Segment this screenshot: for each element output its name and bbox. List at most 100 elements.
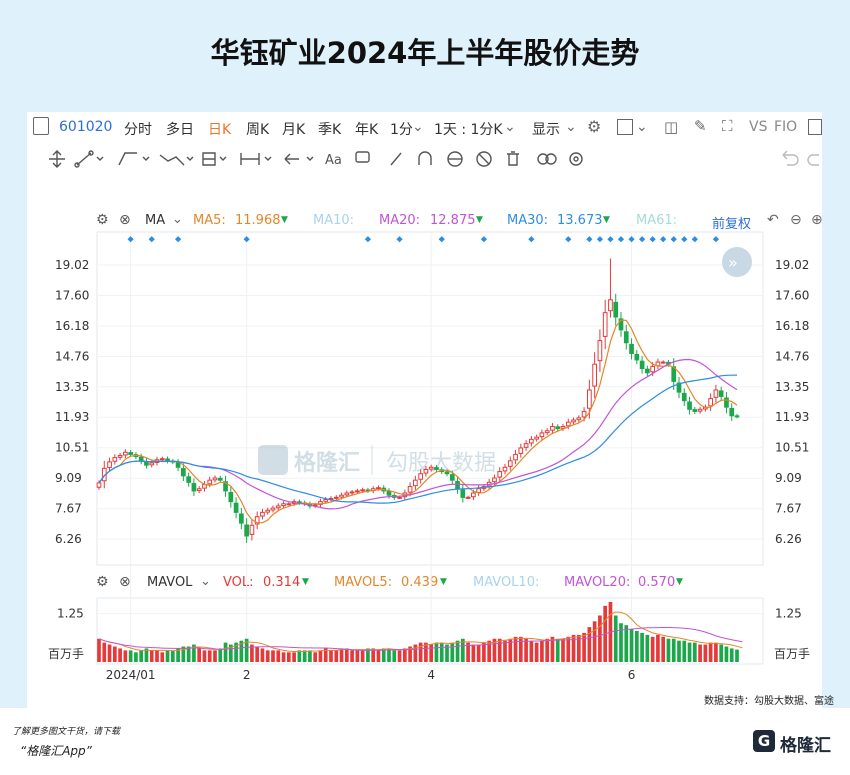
double-chevron-right-icon[interactable]: » [728, 253, 738, 272]
mavol-label[interactable]: MAVOL [147, 575, 193, 590]
ma-label[interactable]: MA [145, 213, 166, 228]
chart-type-icon[interactable] [617, 119, 633, 135]
text-tool-icon[interactable]: Aa [325, 153, 342, 168]
volume-bar [613, 615, 618, 662]
volume-bar [218, 648, 223, 662]
display-select[interactable]: 显示 [532, 122, 560, 138]
tab-year-k[interactable]: 年K [355, 122, 379, 138]
redo-icon[interactable] [807, 154, 819, 166]
trash-icon[interactable] [507, 151, 519, 166]
ray-tool-icon[interactable] [118, 152, 150, 166]
drawing-settings-icon[interactable] [569, 152, 583, 166]
tab-day-k[interactable]: 日K [208, 122, 232, 138]
candle-body [676, 382, 682, 393]
chevron-down-icon[interactable]: ⌄ [172, 212, 183, 227]
candle-body [281, 503, 286, 507]
volume-bar [545, 638, 550, 662]
hide-drawing-icon[interactable] [476, 151, 492, 167]
volume-bar [366, 648, 370, 662]
panel-toggle-icon[interactable] [808, 119, 822, 135]
f10-button[interactable]: FIO [774, 119, 798, 135]
arrow-tool-icon[interactable] [284, 153, 314, 165]
fib-tool-icon[interactable] [202, 152, 227, 166]
candle-body [344, 492, 350, 496]
event-marker-icon [148, 236, 155, 243]
candle-body [502, 466, 508, 472]
indicator-close-icon[interactable]: ⊗ [119, 212, 131, 228]
pencil-icon[interactable]: ✎ [694, 117, 707, 135]
candle-body [492, 477, 497, 483]
candle-body [386, 491, 392, 496]
volume-bar [714, 642, 718, 662]
ma30-line [98, 374, 738, 504]
volume-bar [302, 650, 307, 662]
zoom-in-icon[interactable]: ⊕ [811, 212, 823, 228]
candle-body [376, 487, 381, 490]
sidebar-toggle-icon[interactable] [33, 117, 49, 135]
tab-week-k[interactable]: 周K [246, 122, 270, 138]
candle-body [518, 447, 524, 454]
volume-bar [624, 625, 629, 662]
vol-close-icon[interactable]: ⊗ [119, 574, 131, 590]
measure-tool-icon[interactable] [240, 153, 272, 165]
volume-bar [671, 638, 676, 662]
tab-duori[interactable]: 多日 [166, 122, 194, 138]
candle-body [339, 494, 344, 498]
compare-vs-button[interactable]: VS [749, 119, 768, 135]
chevron-down-icon[interactable]: ⌄ [504, 119, 516, 135]
chevron-down-icon[interactable]: ⌄ [636, 119, 648, 135]
settings-gear-icon[interactable]: ⚙ [587, 117, 602, 136]
indicator-settings-icon[interactable]: ⚙ [96, 212, 109, 228]
adjust-mode-button[interactable]: 前复权 [712, 217, 752, 232]
line-tool-icon[interactable] [74, 150, 104, 168]
y-tick-label-right: 6.26 [775, 532, 802, 546]
volume-bar [724, 646, 729, 662]
volume-bar [308, 650, 312, 662]
magnet-icon[interactable] [418, 151, 432, 165]
chevron-down-icon[interactable]: ⌄ [200, 574, 211, 589]
chevron-down-icon[interactable]: ⌄ [565, 119, 577, 135]
volume-bar [244, 638, 249, 662]
range-select[interactable]: 1天 : 1分K [434, 122, 503, 138]
zoom-out-icon[interactable]: ⊖ [790, 212, 802, 228]
tab-season-k[interactable]: 季K [318, 122, 342, 138]
lock-drawing-icon[interactable] [447, 151, 463, 167]
camera-icon[interactable]: ◫ [664, 118, 679, 136]
comment-tool-icon[interactable] [355, 151, 370, 163]
candle-body [602, 312, 608, 337]
x-tick-label: 2 [243, 668, 251, 682]
fullscreen-icon[interactable]: ⛶ [722, 117, 733, 135]
x-tick-label: 2024/01 [106, 668, 156, 682]
vol-settings-icon[interactable]: ⚙ [96, 574, 109, 590]
chevron-down-icon[interactable]: ⌄ [412, 119, 424, 135]
volume-bar [381, 648, 386, 662]
link-icon[interactable] [537, 153, 557, 165]
volume-bar [286, 652, 291, 662]
undo-icon[interactable] [782, 150, 799, 166]
volume-bar [202, 650, 207, 662]
x-tick-label: 4 [427, 668, 435, 682]
vol-tick-label-right: 1.25 [775, 607, 802, 621]
interval-select[interactable]: 1分 [390, 122, 413, 138]
tab-month-k[interactable]: 月K [282, 122, 306, 138]
candle-body [697, 408, 703, 412]
move-cross-icon[interactable] [49, 150, 65, 168]
ma5-value: 11.968 [235, 213, 281, 228]
tab-fenshi[interactable]: 分时 [124, 122, 152, 138]
candle-body [455, 480, 460, 490]
volume-bar [698, 644, 702, 662]
candle-body [223, 481, 228, 492]
brush-tool-icon[interactable] [390, 152, 402, 166]
reset-icon[interactable]: ↶ [767, 212, 779, 228]
expand-chart-button[interactable]: » [722, 247, 752, 277]
volume-bar [397, 650, 402, 662]
volume-bar [719, 644, 724, 662]
volume-bar [276, 650, 281, 662]
watermark: 格隆汇 勾股大数据 [258, 445, 496, 476]
candle-body [112, 457, 118, 462]
candle-body [323, 498, 329, 502]
wave-tool-icon[interactable] [159, 154, 194, 166]
volume-bar [460, 638, 465, 662]
stock-code[interactable]: 601020 [59, 119, 113, 135]
